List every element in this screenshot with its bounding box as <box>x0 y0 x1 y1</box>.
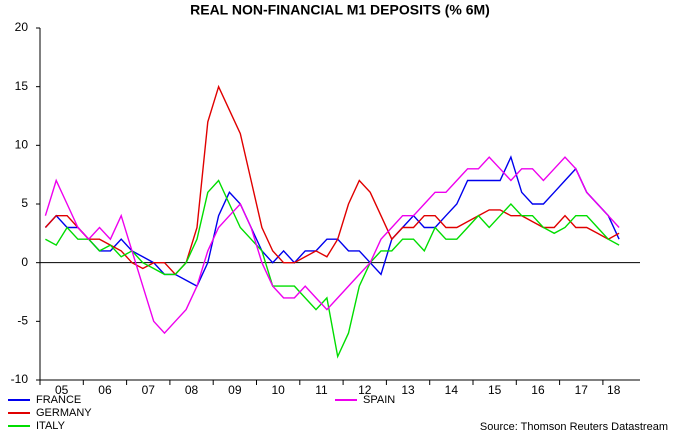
x-tick-label: 11 <box>315 383 328 397</box>
legend-label: SPAIN <box>363 394 395 406</box>
y-tick-label: 5 <box>21 196 28 210</box>
x-tick-label: 14 <box>445 383 459 397</box>
legend-label: FRANCE <box>36 394 81 406</box>
y-tick-label: -10 <box>11 372 29 386</box>
x-tick-label: 06 <box>98 383 112 397</box>
y-tick-label: 20 <box>15 20 29 34</box>
y-tick-label: 10 <box>15 138 29 152</box>
chart-title: REAL NON-FINANCIAL M1 DEPOSITS (% 6M) <box>190 2 490 18</box>
x-tick-label: 05 <box>55 383 69 397</box>
x-tick-label: 09 <box>228 383 242 397</box>
x-tick-label: 13 <box>401 383 415 397</box>
series-line <box>44 84 620 276</box>
series-line <box>44 155 620 288</box>
x-tick-label: 17 <box>575 383 589 397</box>
x-tick-label: 10 <box>271 383 285 397</box>
x-tick-label: 12 <box>358 383 372 397</box>
y-tick-label: 0 <box>21 255 28 269</box>
series-line <box>44 156 620 335</box>
x-tick-label: 15 <box>488 383 502 397</box>
source-note: Source: Thomson Reuters Datastream <box>480 421 668 433</box>
legend-label: ITALY <box>36 420 66 432</box>
x-tick-label: 16 <box>531 383 545 397</box>
y-tick-label: 15 <box>15 79 29 93</box>
y-tick-label: -5 <box>17 314 28 328</box>
series-line <box>45 179 620 359</box>
x-tick-label: 08 <box>185 383 199 397</box>
x-tick-label: 18 <box>607 383 621 397</box>
x-tick-label: 07 <box>142 383 156 397</box>
legend-label: GERMANY <box>36 407 92 419</box>
